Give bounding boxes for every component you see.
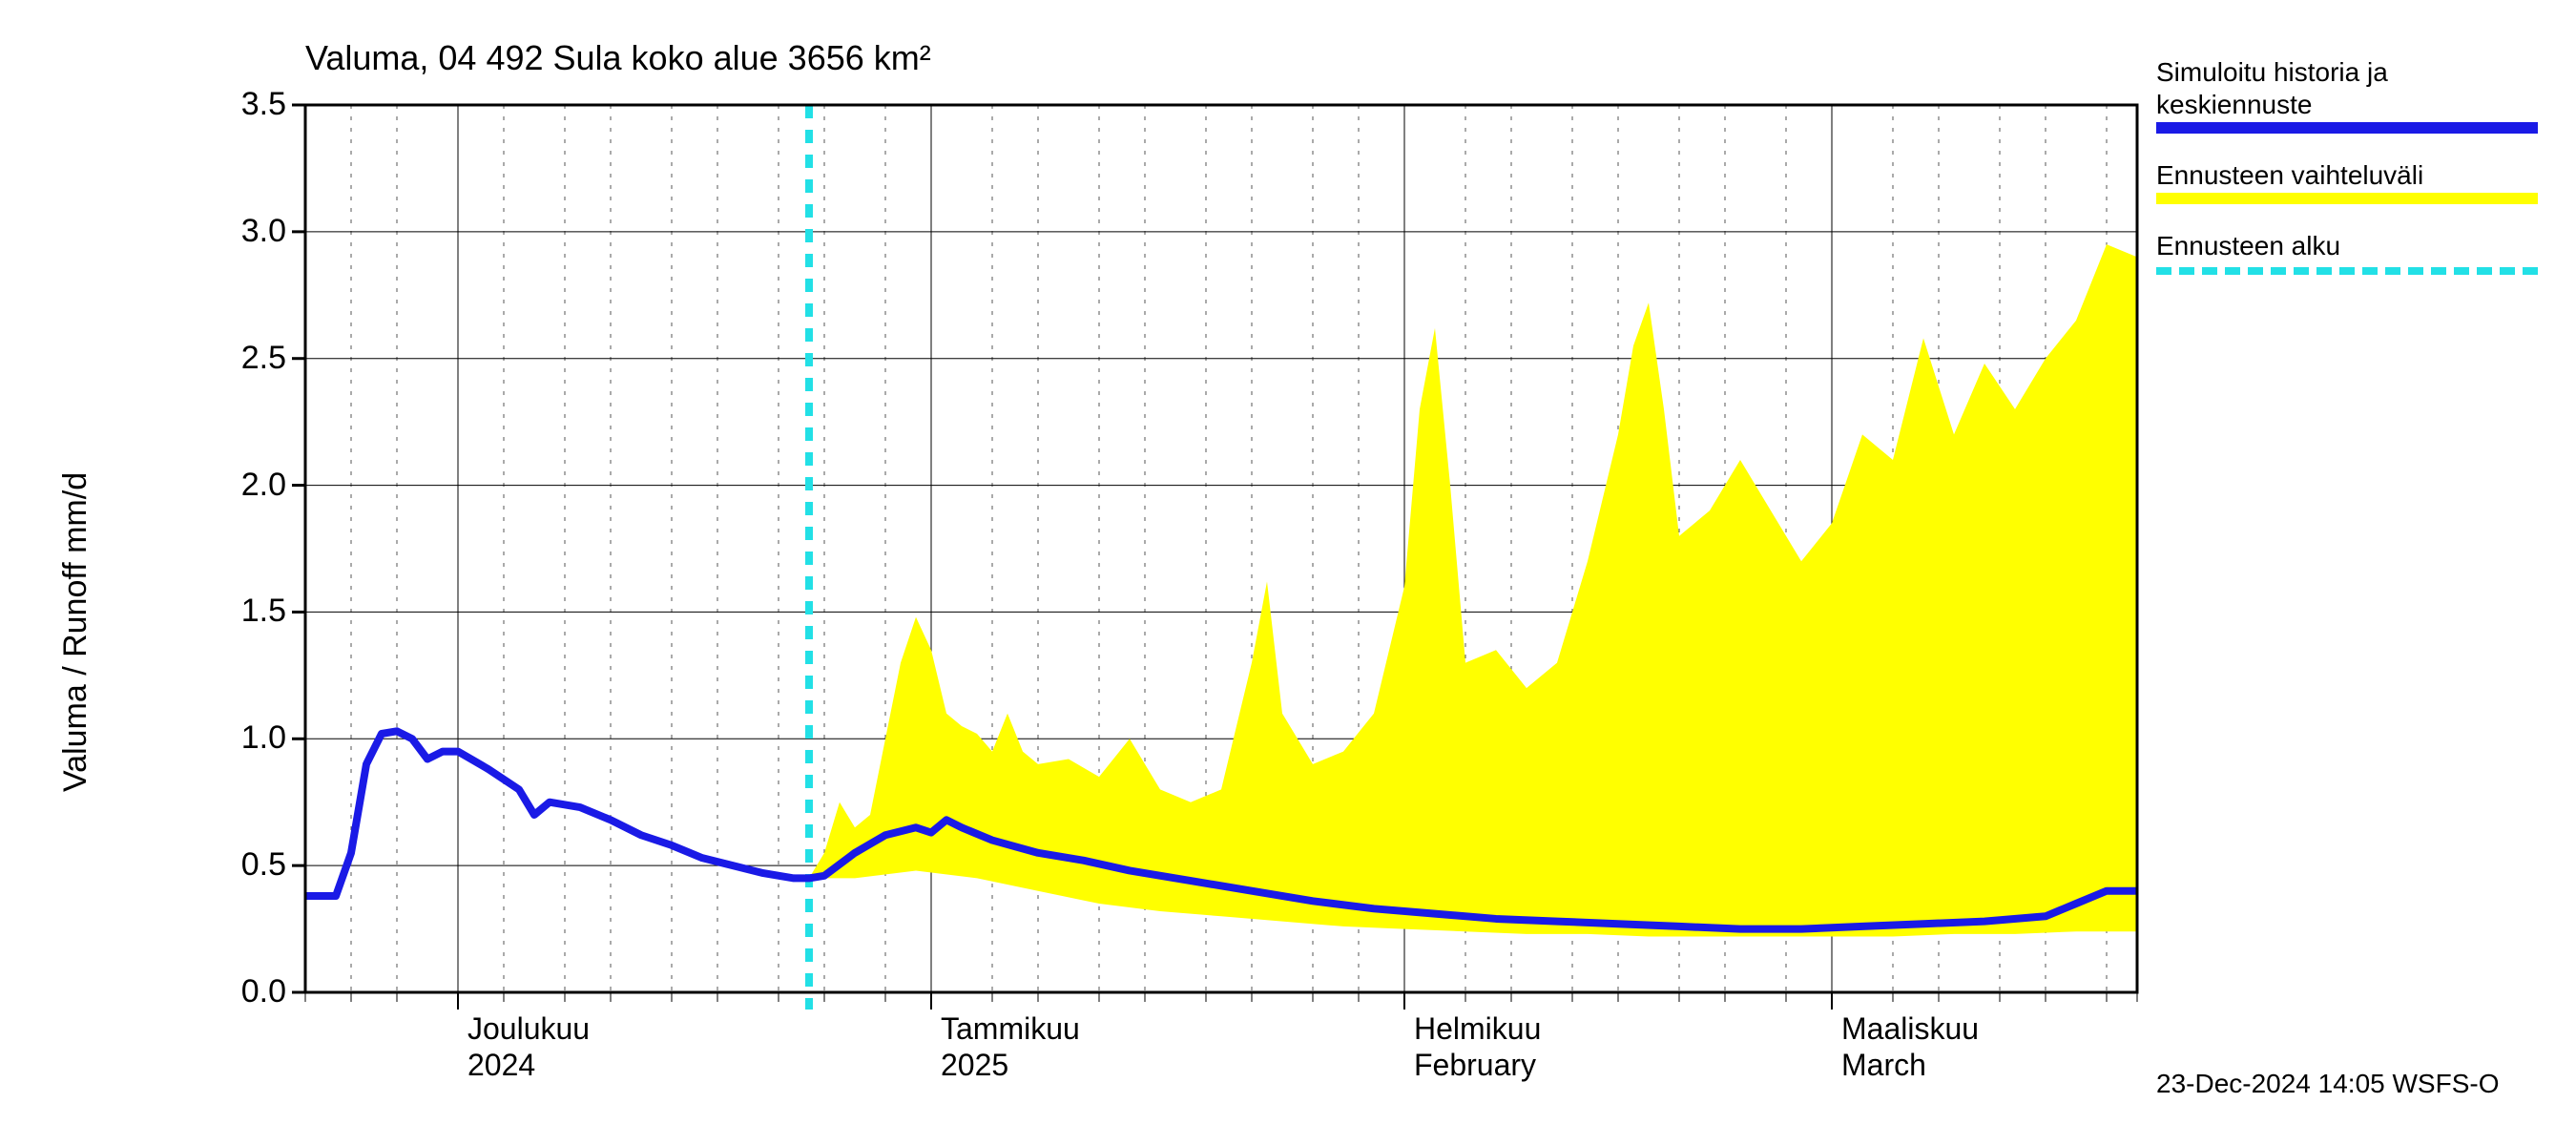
- y-tick-label: 3.0: [200, 213, 286, 250]
- y-tick-label: 1.5: [200, 593, 286, 630]
- y-tick-label: 2.0: [200, 467, 286, 504]
- legend-label: Ennusteen alku: [2156, 231, 2557, 261]
- y-tick-label: 2.5: [200, 340, 286, 377]
- x-month-sublabel: 2024: [467, 1048, 535, 1083]
- legend-swatch: [2156, 122, 2538, 134]
- legend-label: Ennusteen vaihteluväli: [2156, 160, 2557, 191]
- y-tick-label: 1.0: [200, 719, 286, 757]
- y-tick-label: 0.0: [200, 973, 286, 1010]
- x-month-label: Maaliskuu: [1841, 1011, 1979, 1047]
- x-month-label: Tammikuu: [941, 1011, 1080, 1047]
- legend-label: keskiennuste: [2156, 90, 2557, 120]
- chart-stage: Valuma, 04 492 Sula koko alue 3656 km² V…: [0, 0, 2576, 1145]
- chart-footer-timestamp: 23-Dec-2024 14:05 WSFS-O: [2156, 1069, 2500, 1099]
- x-month-label: Helmikuu: [1414, 1011, 1541, 1047]
- x-month-sublabel: March: [1841, 1048, 1926, 1083]
- y-tick-label: 0.5: [200, 846, 286, 884]
- legend-swatch: [2156, 193, 2538, 204]
- y-axis-label: Valuma / Runoff mm/d: [57, 472, 94, 792]
- legend-swatch: [2156, 267, 2538, 275]
- x-month-label: Joulukuu: [467, 1011, 590, 1047]
- x-month-sublabel: 2025: [941, 1048, 1008, 1083]
- x-month-sublabel: February: [1414, 1048, 1536, 1083]
- chart-title: Valuma, 04 492 Sula koko alue 3656 km²: [305, 38, 931, 78]
- y-tick-label: 3.5: [200, 86, 286, 123]
- legend-label: Simuloitu historia ja: [2156, 57, 2557, 88]
